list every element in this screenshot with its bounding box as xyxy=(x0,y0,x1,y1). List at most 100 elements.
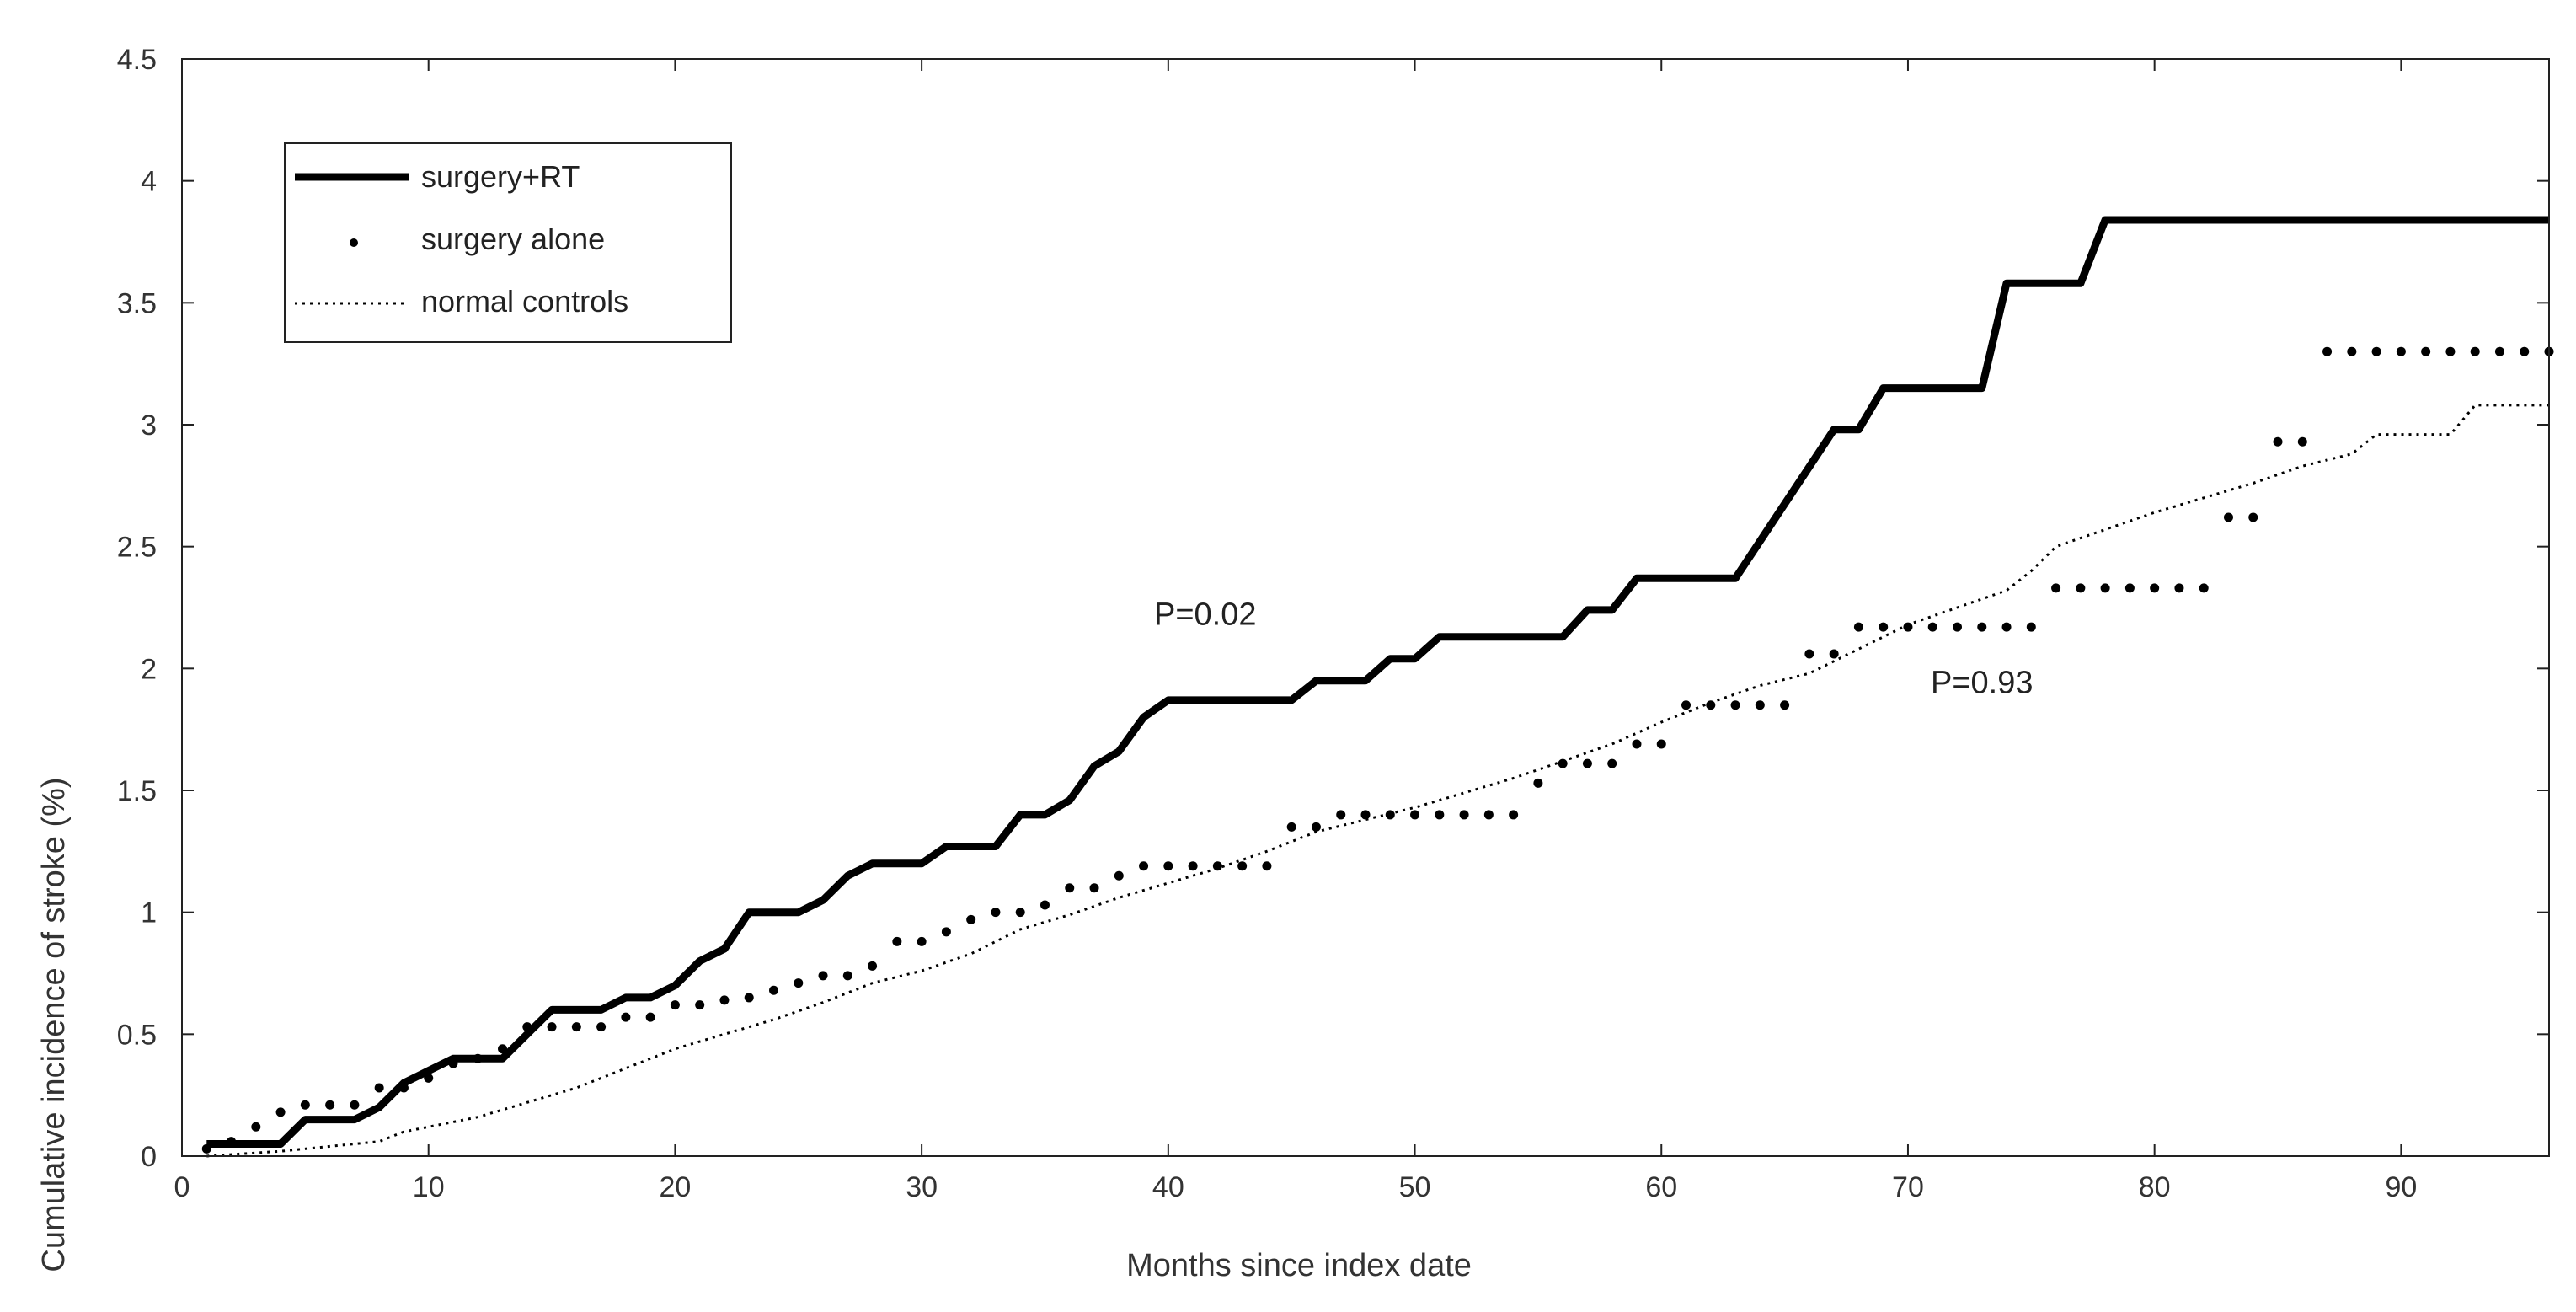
data-point xyxy=(991,908,1001,918)
p-value-annotation: P=0.02 xyxy=(1154,597,1257,632)
data-point xyxy=(1927,622,1937,632)
data-point xyxy=(1533,778,1543,788)
data-point xyxy=(941,927,951,937)
data-point xyxy=(1410,810,1420,820)
data-point xyxy=(1262,861,1272,871)
data-point xyxy=(645,1012,655,1022)
data-point xyxy=(2297,436,2307,447)
data-point xyxy=(1015,908,1025,918)
data-point xyxy=(2421,346,2431,356)
data-point xyxy=(350,1100,360,1110)
data-point xyxy=(2520,346,2530,356)
data-point xyxy=(571,1022,581,1032)
data-point xyxy=(1879,622,1889,632)
data-point xyxy=(719,995,730,1005)
data-point xyxy=(2124,583,2135,593)
data-point xyxy=(275,1107,286,1117)
legend: surgery+RT surgery alone normal controls xyxy=(284,142,732,343)
annotations-layer: P=0.02 P=0.93 xyxy=(1154,597,2034,700)
series-line-surgery-rt xyxy=(206,216,2549,1148)
data-point xyxy=(1114,870,1124,881)
x-tick-label: 20 xyxy=(660,1171,692,1203)
data-point xyxy=(1139,861,1149,871)
y-tick-label: 2.5 xyxy=(117,532,157,564)
data-point xyxy=(1435,810,1445,820)
legend-label-surgery-rt: surgery+RT xyxy=(421,159,580,194)
data-point xyxy=(2026,622,2036,632)
data-point xyxy=(2100,583,2110,593)
y-tick-label: 3.5 xyxy=(117,287,157,319)
data-point xyxy=(794,978,804,988)
data-point xyxy=(1730,700,1740,710)
data-point xyxy=(1311,822,1321,832)
data-point xyxy=(2001,622,2012,632)
data-point xyxy=(1977,622,1987,632)
x-tick-label: 70 xyxy=(1892,1171,1924,1203)
data-point xyxy=(1681,700,1692,710)
y-tick-label: 1 xyxy=(141,897,157,929)
data-point xyxy=(2076,583,2086,593)
plot-frame xyxy=(181,58,2550,1157)
data-point xyxy=(1237,861,1248,871)
y-tick-label: 4 xyxy=(141,166,157,198)
data-point xyxy=(1212,861,1222,871)
x-tick-label: 80 xyxy=(2139,1171,2171,1203)
data-point xyxy=(744,993,754,1003)
p-value-annotation: P=0.93 xyxy=(1931,665,2034,700)
data-point xyxy=(547,1022,557,1032)
data-point xyxy=(2470,346,2480,356)
data-point xyxy=(522,1022,532,1032)
data-point xyxy=(2494,346,2504,356)
data-point xyxy=(1360,810,1371,820)
data-point xyxy=(917,936,927,946)
data-point xyxy=(227,1137,237,1147)
data-point xyxy=(2150,583,2160,593)
data-point xyxy=(966,914,976,924)
data-point xyxy=(1853,622,1863,632)
data-point xyxy=(2347,346,2357,356)
data-point xyxy=(1804,649,1814,659)
data-point xyxy=(1582,758,1592,768)
data-point xyxy=(1459,810,1469,820)
data-point xyxy=(2273,436,2283,447)
data-point xyxy=(1607,758,1617,768)
data-point xyxy=(2396,346,2406,356)
data-point xyxy=(498,1044,508,1054)
data-point xyxy=(1656,739,1666,749)
x-tick-label: 10 xyxy=(413,1171,445,1203)
data-point xyxy=(2248,512,2258,522)
series-surgery-alone xyxy=(201,346,2554,1154)
data-point xyxy=(818,971,828,981)
data-point xyxy=(842,971,852,981)
data-point xyxy=(1755,700,1765,710)
legend-label-surgery-alone: surgery alone xyxy=(421,222,605,256)
data-point xyxy=(1509,810,1519,820)
data-point xyxy=(1780,700,1790,710)
data-point xyxy=(2051,583,2061,593)
data-point xyxy=(2199,583,2209,593)
y-tick-label: 3 xyxy=(141,410,157,442)
data-point xyxy=(251,1122,261,1132)
data-point xyxy=(448,1058,458,1068)
x-tick-label: 90 xyxy=(2385,1171,2417,1203)
data-point xyxy=(2445,346,2456,356)
data-point xyxy=(374,1083,384,1093)
data-point xyxy=(670,1000,680,1010)
data-point xyxy=(1953,622,1962,632)
x-tick-label: 50 xyxy=(1399,1171,1431,1203)
ticks-layer: 0 10 20 30 40 50 60 70 80 90 0 0.5 1 1.5 2 2.5 3 3.5 4 4.5 xyxy=(117,44,2549,1203)
data-point xyxy=(473,1053,483,1063)
data-point xyxy=(2371,346,2381,356)
x-tick-label: 0 xyxy=(174,1171,190,1203)
data-point xyxy=(1829,649,1839,659)
data-point xyxy=(1188,861,1198,871)
data-point xyxy=(1163,861,1173,871)
series-line-normal-controls xyxy=(206,404,2549,1158)
y-tick-label: 4.5 xyxy=(117,44,157,76)
data-point xyxy=(1483,810,1494,820)
data-point xyxy=(1558,758,1568,768)
data-point xyxy=(1089,883,1099,893)
y-tick-label: 2 xyxy=(141,653,157,685)
data-point xyxy=(1336,810,1346,820)
